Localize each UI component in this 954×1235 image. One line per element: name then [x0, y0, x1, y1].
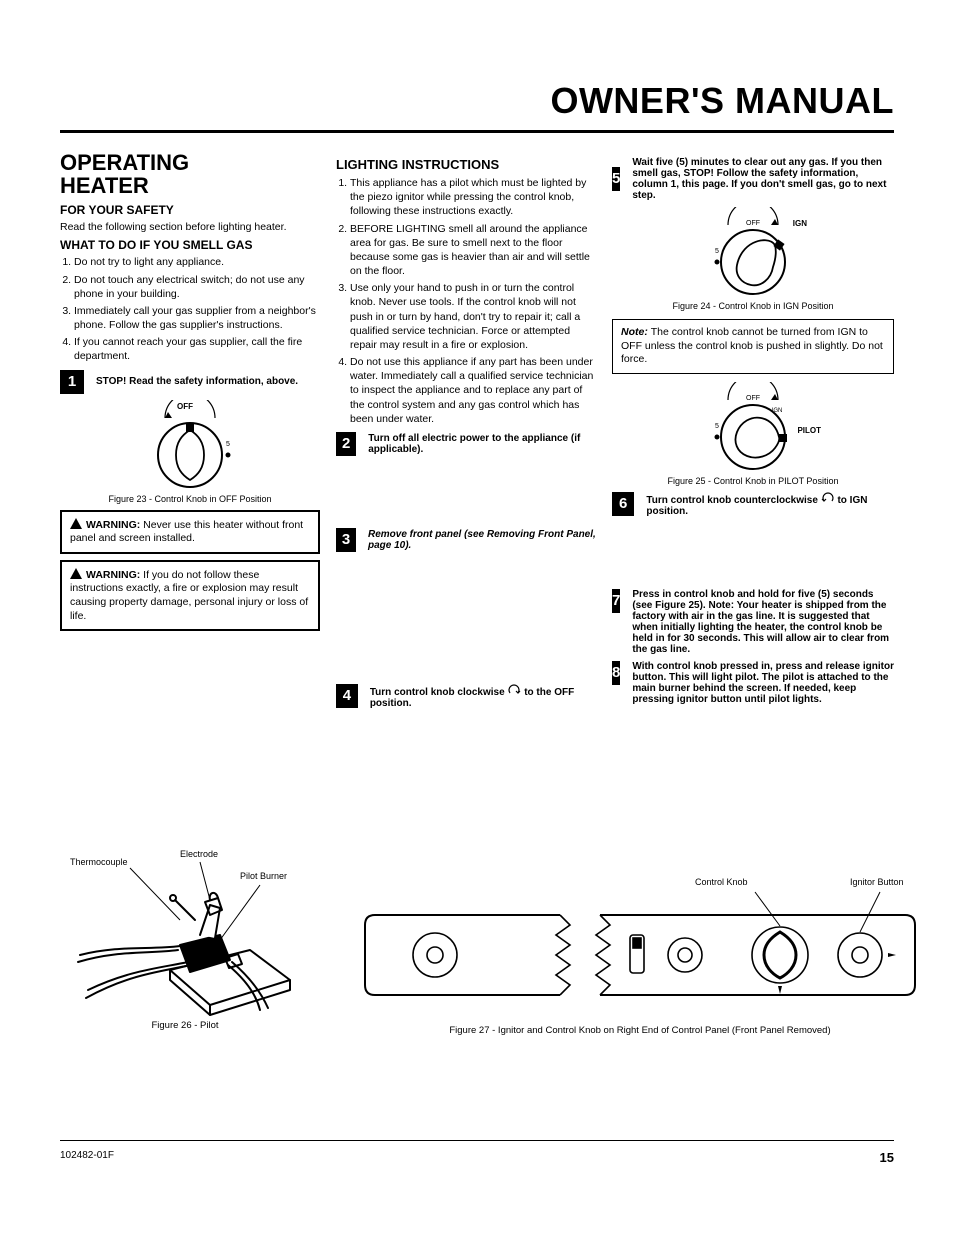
for-your-safety-body: Read the following section before lighti… [60, 220, 320, 234]
knob-ign-figure: 5 OFF IGN [693, 207, 813, 297]
operating-heading: OPERATING HEATER [60, 151, 320, 197]
knob-off-label: OFF [177, 402, 193, 411]
step-5: 5 Wait five (5) minutes to clear out any… [612, 157, 894, 201]
step-7-caption: Press in control knob and hold for five … [632, 589, 894, 655]
svg-text:5: 5 [715, 248, 719, 255]
svg-text:5: 5 [226, 441, 230, 448]
svg-text:OFF: OFF [746, 395, 760, 402]
thermocouple-label: Thermocouple [70, 858, 128, 868]
warning-box-2: WARNING: If you do not follow these inst… [60, 560, 320, 632]
doc-number: 102482-01F [60, 1150, 114, 1165]
step-4-caption: Turn control knob clockwise to the OFF p… [370, 684, 596, 709]
operating-heading-l2: HEATER [60, 173, 149, 198]
control-panel-illustration: Control Knob Ignitor Button [360, 890, 920, 1010]
pilot-burner-label: Pilot Burner [240, 872, 287, 882]
step-6-caption: Turn control knob counterclockwise to IG… [646, 492, 894, 517]
svg-text:IGN: IGN [772, 408, 783, 414]
list-item: If you cannot reach your gas supplier, c… [74, 335, 320, 363]
step-8: 8 With control knob pressed in, press an… [612, 661, 894, 705]
page-title: OWNER'S MANUAL [60, 80, 894, 133]
column-3: 5 Wait five (5) minutes to clear out any… [612, 151, 894, 715]
panel-svg [360, 890, 920, 1010]
step-3: 3 Remove front panel (see Removing Front… [336, 528, 596, 552]
clockwise-icon [507, 684, 521, 698]
list-item: Immediately call your gas supplier from … [74, 304, 320, 332]
gas-smell-head: WHAT TO DO IF YOU SMELL GAS [60, 238, 320, 252]
page-footer: 102482-01F 15 [60, 1150, 894, 1165]
list-item: Do not touch any electrical switch; do n… [74, 273, 320, 301]
step-number-icon: 2 [336, 432, 356, 456]
content-columns: OPERATING HEATER FOR YOUR SAFETY Read th… [60, 151, 894, 715]
warning-triangle-icon [70, 568, 82, 579]
column-2: LIGHTING INSTRUCTIONS This appliance has… [336, 151, 596, 715]
knob-ign-label: IGN [793, 219, 807, 228]
step-number-icon: 7 [612, 589, 620, 613]
knob-pilot-label: PILOT [797, 426, 821, 435]
step-number-icon: 1 [60, 370, 84, 394]
step-8-caption: With control knob pressed in, press and … [632, 661, 894, 705]
fig26-caption: Figure 26 - Pilot [60, 1020, 310, 1031]
step-number-icon: 8 [612, 661, 620, 685]
step-1: 1 STOP! Read the safety information, abo… [60, 370, 320, 394]
list-item: This appliance has a pilot which must be… [350, 176, 596, 219]
control-knob-label: Control Knob [695, 878, 748, 888]
step-6: 6 Turn control knob counterclockwise to … [612, 492, 894, 517]
list-item: Do not use this appliance if any part ha… [350, 355, 596, 426]
knob-off-figure: 5 OFF [130, 400, 250, 490]
knob-icon: 5 [130, 410, 250, 500]
step-3-caption: Remove front panel (see Removing Front P… [368, 529, 596, 551]
step-5-caption: Wait five (5) minutes to clear out any g… [632, 157, 894, 201]
svg-text:5: 5 [715, 423, 719, 430]
page-number: 15 [880, 1150, 894, 1165]
column-1: OPERATING HEATER FOR YOUR SAFETY Read th… [60, 151, 320, 715]
knob-icon: 5 OFF [693, 217, 813, 307]
counterclockwise-icon [821, 492, 835, 506]
ignitor-button-label: Ignitor Button [850, 878, 904, 888]
illustration-row: Thermocouple Electrode Pilot Burner Figu… [60, 850, 894, 1040]
for-your-safety-head: FOR YOUR SAFETY [60, 203, 320, 217]
lighting-list: This appliance has a pilot which must be… [350, 176, 596, 426]
step-2-caption: Turn off all electric power to the appli… [368, 433, 596, 455]
page-container: OWNER'S MANUAL OPERATING HEATER FOR YOUR… [60, 80, 894, 715]
step-number-icon: 4 [336, 684, 358, 708]
note-text: The control knob cannot be turned from I… [621, 326, 883, 365]
note-box: Note: The control knob cannot be turned … [612, 319, 894, 374]
footer-rule [60, 1140, 894, 1141]
gas-smell-list: Do not try to light any appliance. Do no… [74, 255, 320, 363]
warning-box-1: WARNING: Never use this heater without f… [60, 510, 320, 554]
list-item: Use only your hand to push in or turn th… [350, 281, 596, 352]
list-item: BEFORE LIGHTING smell all around the app… [350, 222, 596, 279]
warning-triangle-icon [70, 518, 82, 529]
step-number-icon: 3 [336, 528, 356, 552]
list-item: Do not try to light any appliance. [74, 255, 320, 269]
step-number-icon: 6 [612, 492, 634, 516]
step-7: 7 Press in control knob and hold for fiv… [612, 589, 894, 655]
operating-heading-l1: OPERATING [60, 150, 189, 175]
step-2: 2 Turn off all electric power to the app… [336, 432, 596, 456]
fig27-caption: Figure 27 - Ignitor and Control Knob on … [360, 1025, 920, 1036]
step-1-caption: STOP! Read the safety information, above… [96, 376, 298, 387]
knob-icon: 5 OFF IGN [693, 392, 813, 482]
knob-pilot-figure: 5 OFF IGN PILOT [693, 382, 813, 472]
electrode-label: Electrode [180, 850, 218, 860]
step-4: 4 Turn control knob clockwise to the OFF… [336, 684, 596, 709]
svg-text:OFF: OFF [746, 220, 760, 227]
step-number-icon: 5 [612, 167, 620, 191]
lighting-head: LIGHTING INSTRUCTIONS [336, 157, 596, 172]
